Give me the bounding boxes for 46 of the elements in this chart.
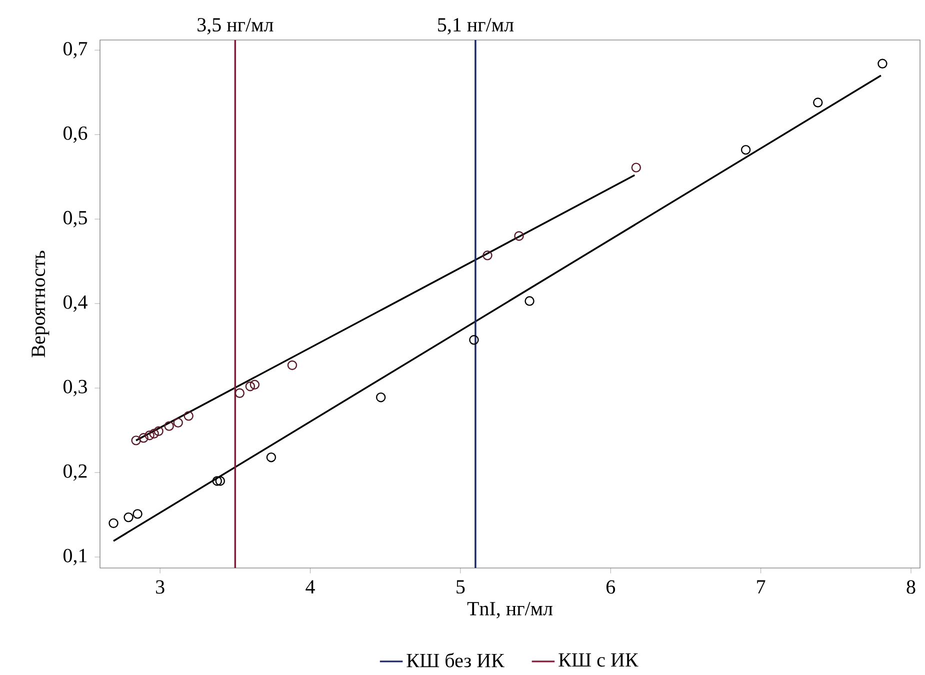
point bbox=[215, 476, 226, 486]
y-tick-label: 0,5 bbox=[63, 210, 87, 228]
point bbox=[524, 296, 534, 306]
y-tick-label: 0,2 bbox=[63, 464, 87, 481]
point bbox=[740, 144, 751, 155]
y-axis-title: Вероятность bbox=[32, 250, 50, 358]
x-axis-title: TnI, нг/мл bbox=[467, 602, 553, 618]
point bbox=[138, 433, 148, 443]
point bbox=[813, 98, 823, 108]
point bbox=[184, 411, 194, 421]
point bbox=[212, 476, 222, 486]
x-tick-label: 6 bbox=[606, 580, 616, 594]
legend-label: КШ без ИК bbox=[406, 652, 504, 668]
y-tick-label: 0,6 bbox=[63, 126, 88, 143]
point bbox=[878, 58, 888, 69]
x-tick-label: 8 bbox=[906, 580, 916, 594]
point bbox=[234, 388, 245, 398]
point bbox=[482, 250, 492, 260]
annotation: 3,5 нг/мл bbox=[198, 18, 274, 34]
legend-label: КШ с ИК bbox=[558, 653, 638, 667]
point bbox=[164, 421, 174, 431]
annotation: 5,1 нг/мл bbox=[438, 18, 514, 34]
x-tick-label: 5 bbox=[456, 580, 465, 594]
y-tick-label: 0,3 bbox=[63, 380, 87, 396]
point bbox=[287, 360, 298, 370]
point bbox=[149, 428, 159, 439]
point bbox=[250, 380, 260, 390]
point bbox=[124, 512, 134, 522]
point bbox=[144, 430, 154, 440]
y-tick-label: 0,7 bbox=[63, 42, 88, 58]
point bbox=[266, 452, 276, 462]
point bbox=[154, 426, 164, 436]
x-tick-label: 3 bbox=[156, 580, 164, 594]
x-tick-label: 4 bbox=[306, 580, 315, 594]
point bbox=[514, 231, 524, 241]
point bbox=[469, 335, 479, 345]
point bbox=[131, 436, 141, 446]
point bbox=[245, 382, 256, 392]
point bbox=[376, 392, 386, 402]
point bbox=[173, 418, 183, 428]
y-tick-label: 0,1 bbox=[63, 548, 87, 566]
point bbox=[132, 509, 142, 519]
point bbox=[108, 518, 118, 528]
y-tick-label: 0,4 bbox=[63, 295, 88, 312]
point bbox=[631, 162, 642, 172]
x-tick-label: 7 bbox=[757, 580, 766, 594]
